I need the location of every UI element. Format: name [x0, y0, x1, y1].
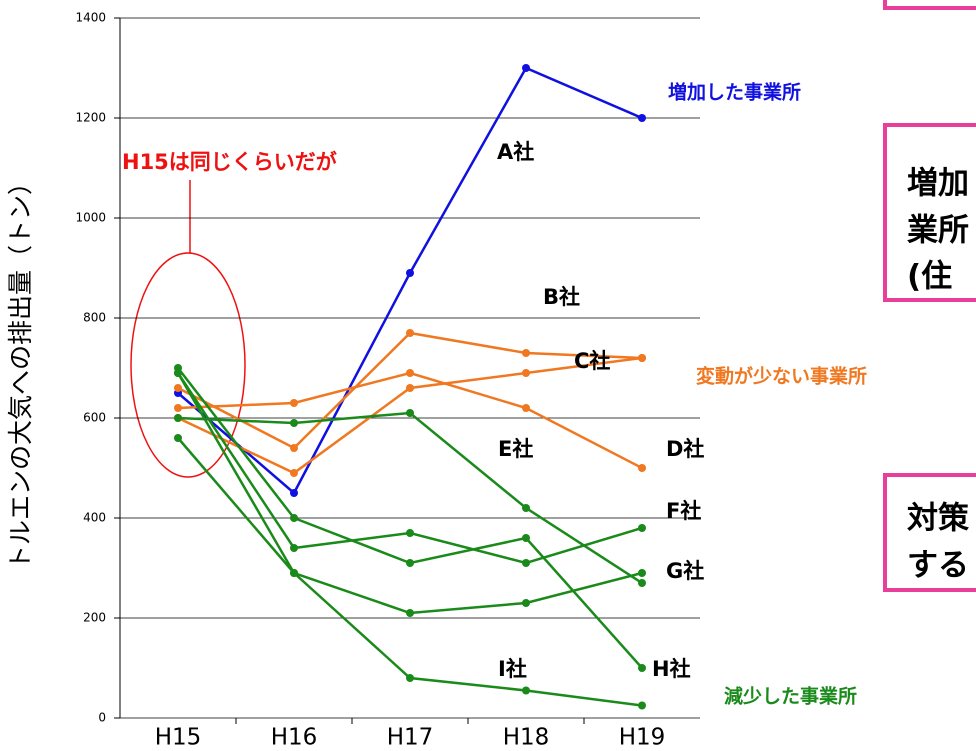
data-point [638, 701, 646, 710]
highlight-ellipse [130, 252, 246, 478]
data-point [522, 534, 530, 542]
data-point [522, 404, 530, 412]
box-text: する [907, 548, 969, 584]
data-point [406, 384, 414, 392]
data-point [406, 269, 414, 277]
data-point [174, 404, 182, 412]
x-tick-label: H18 [503, 725, 550, 751]
data-point [638, 464, 646, 472]
data-point [406, 609, 414, 617]
x-tick-label: H17 [387, 725, 434, 751]
data-point [522, 686, 530, 695]
data-point [174, 414, 182, 422]
data-point [290, 444, 298, 452]
box-text: 増加 [907, 166, 969, 202]
data-point [522, 504, 530, 512]
annotation: E社 [498, 437, 533, 461]
annotation: I社 [498, 657, 527, 681]
y-tick-label: 1200 [75, 111, 106, 125]
data-point [174, 384, 182, 392]
y-tick-label: 400 [83, 511, 106, 525]
y-tick-label: 1400 [75, 11, 106, 25]
data-point [638, 114, 646, 122]
y-axis-label: トルエンの大気への排出量（トン） [6, 170, 35, 570]
data-point [290, 489, 298, 497]
data-point [638, 524, 646, 532]
y-tick-label: 600 [83, 411, 106, 425]
data-point [522, 64, 530, 72]
data-point [290, 419, 298, 427]
data-point [522, 559, 530, 567]
annotation: 増加した事業所 [668, 81, 801, 104]
data-point [522, 599, 530, 607]
x-tick-label: H19 [619, 725, 666, 751]
y-tick-label: 800 [83, 311, 106, 325]
box-frame [883, 473, 976, 592]
y-tick-label: 1000 [75, 211, 106, 225]
x-tick-label: H15 [155, 725, 202, 751]
annotation: F社 [666, 499, 701, 523]
data-point [406, 409, 414, 417]
y-tick-label: 200 [83, 611, 106, 625]
data-point [522, 349, 530, 357]
data-point [638, 664, 646, 672]
data-point [174, 369, 182, 377]
data-point [638, 579, 646, 587]
annotation: G社 [666, 559, 704, 583]
data-point [174, 434, 182, 442]
x-tick-label: H16 [271, 725, 318, 751]
annotation: B社 [543, 285, 580, 309]
annotation: H社 [652, 657, 691, 681]
data-point [406, 559, 414, 567]
data-point [290, 399, 298, 407]
annotation: A社 [497, 140, 534, 164]
data-point [290, 469, 298, 477]
data-point [406, 529, 414, 537]
data-point [522, 369, 530, 377]
box-frame [883, 123, 976, 302]
series-line [177, 66, 643, 495]
box-text: 対策 [907, 501, 969, 537]
data-point [406, 674, 414, 682]
data-point [638, 569, 646, 577]
box-text: (住 [907, 259, 952, 295]
data-point [290, 514, 298, 522]
annotation: H15は同じくらいだが [122, 150, 337, 174]
y-tick-label: 0 [98, 711, 106, 725]
series-line [177, 437, 643, 615]
annotation: C社 [574, 349, 610, 373]
annotation: 変動が少ない事業所 [696, 365, 867, 388]
data-point [290, 544, 298, 552]
annotation: 減少した事業所 [724, 685, 857, 708]
box-text: 業所 [907, 213, 969, 249]
data-point [406, 369, 414, 377]
data-point [290, 569, 298, 577]
box-frame [883, 0, 976, 10]
data-point [638, 354, 646, 362]
series-line [177, 411, 643, 585]
data-point [406, 329, 414, 337]
annotation: D社 [666, 437, 704, 461]
